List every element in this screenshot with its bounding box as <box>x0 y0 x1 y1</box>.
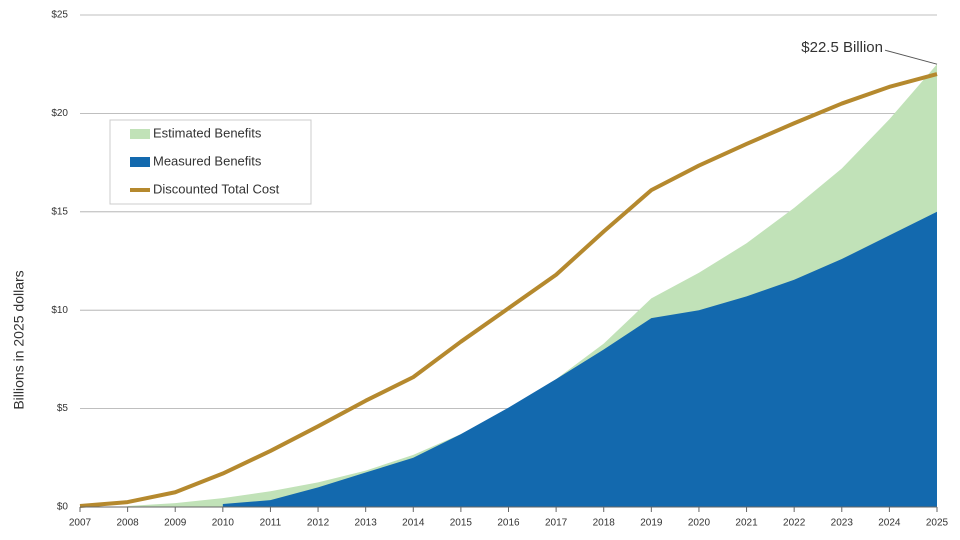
annotation-leader <box>884 49 938 65</box>
y-tick-label: $0 <box>57 502 69 513</box>
x-tick-label: 2013 <box>355 518 378 529</box>
legend-swatch <box>130 129 150 139</box>
legend: Estimated Benefits Measured Benefits Disco… <box>109 119 312 205</box>
x-tick-label: 2022 <box>783 518 806 529</box>
x-tick-label: 2020 <box>688 518 711 529</box>
legend-label: Discounted Total Cost <box>153 181 280 196</box>
y-tick-label: $25 <box>51 10 68 21</box>
y-tick-label: $20 <box>51 108 68 119</box>
y-axis-label: Billions in 2025 dollars <box>11 270 27 409</box>
x-tick-label: 2008 <box>116 518 139 529</box>
x-tick-label: 2011 <box>260 518 282 529</box>
y-tick-label: $10 <box>51 305 68 316</box>
legend-label: Measured Benefits <box>153 153 262 168</box>
x-tick-label: 2024 <box>878 518 901 529</box>
annotation: $22.5 Billion <box>801 39 883 56</box>
x-tick-label: 2009 <box>164 518 187 529</box>
x-tick-label: 2019 <box>640 518 663 529</box>
line <box>79 72 938 509</box>
x-tick-label: 2021 <box>735 518 758 529</box>
x-tick-label: 2007 <box>69 518 92 529</box>
x-tick-label: 2010 <box>212 518 235 529</box>
y-tick-label: $15 <box>51 206 68 217</box>
y-tick-label: $5 <box>57 403 69 414</box>
legend-label: Estimated Benefits <box>153 125 262 140</box>
area <box>222 211 938 508</box>
legend-swatch <box>130 157 150 167</box>
x-tick-label: 2015 <box>450 518 473 529</box>
x-tick-label: 2018 <box>593 518 616 529</box>
x-tick-label: 2014 <box>402 518 425 529</box>
x-tick-label: 2012 <box>307 518 330 529</box>
x-tick-label: 2016 <box>497 518 520 529</box>
x-tick-label: 2017 <box>545 518 568 529</box>
x-tick-label: 2023 <box>831 518 854 529</box>
x-tick-label: 2025 <box>926 518 949 529</box>
